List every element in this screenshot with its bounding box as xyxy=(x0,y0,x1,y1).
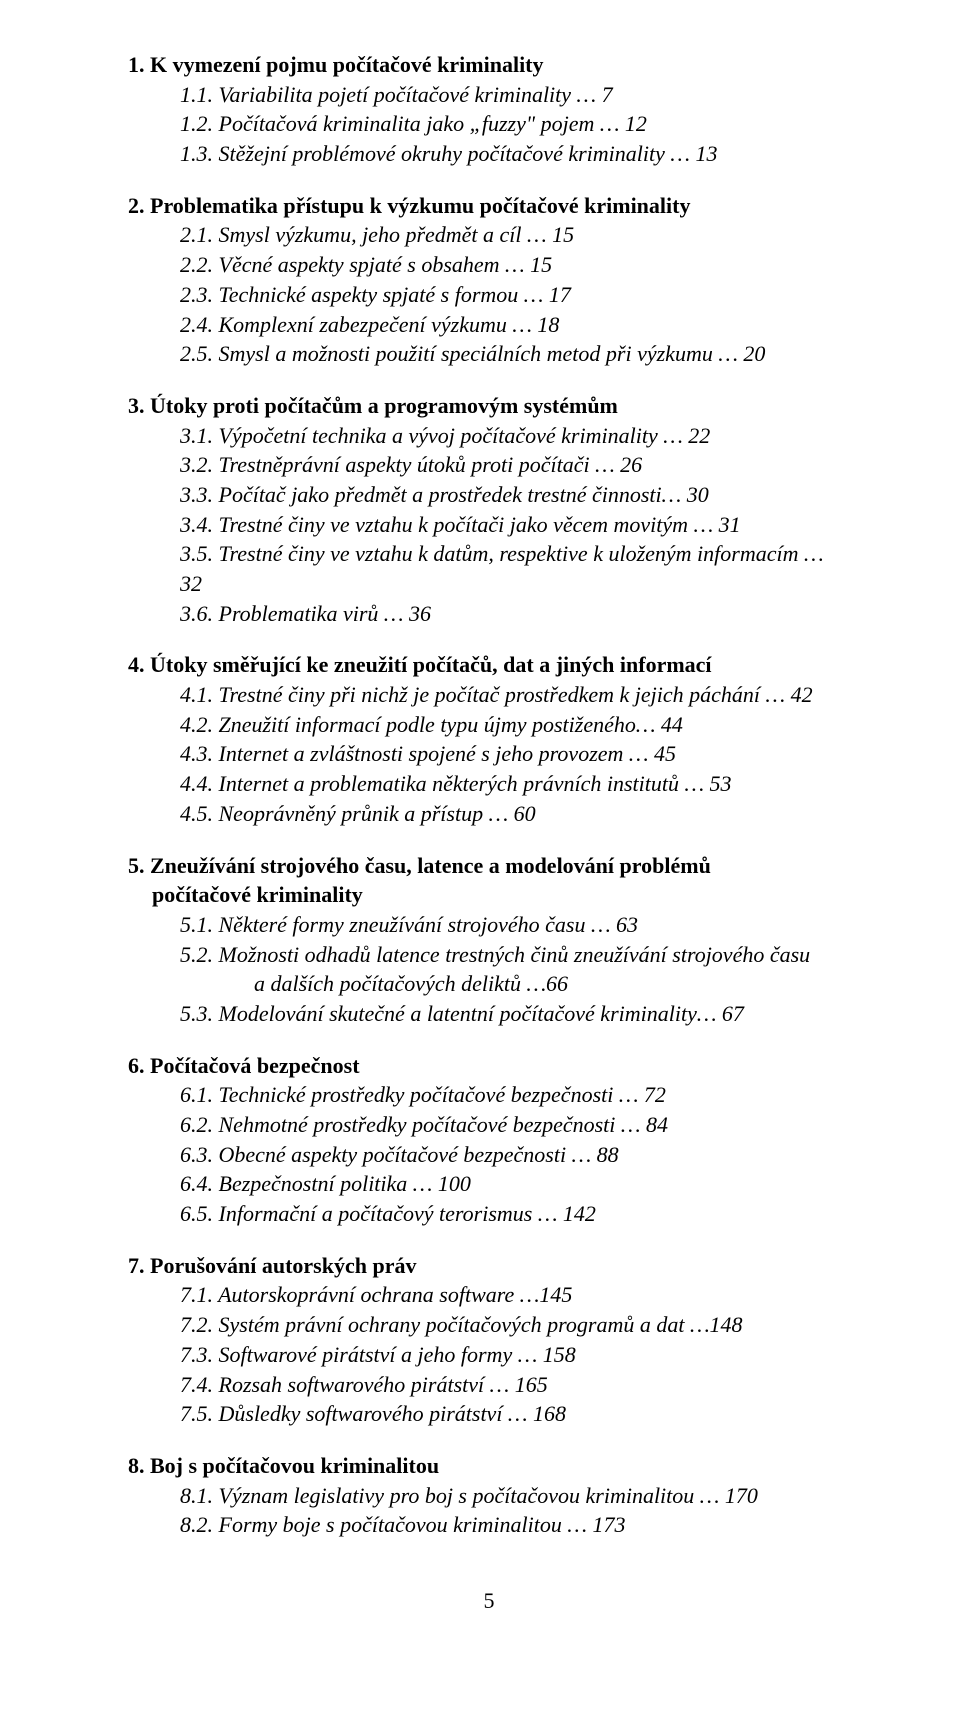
toc-section: 4. Útoky směřující ke zneužití počítačů,… xyxy=(128,650,850,828)
section-title-continuation: počítačové kriminality xyxy=(128,880,850,910)
toc-item: 4.3. Internet a zvláštnosti spojené s je… xyxy=(128,739,850,769)
toc-item: 4.5. Neoprávněný průnik a přístup … 60 xyxy=(128,799,850,829)
section-title: 1. K vymezení pojmu počítačové kriminali… xyxy=(128,50,850,80)
toc-item: 4.2. Zneužití informací podle typu újmy … xyxy=(128,710,850,740)
section-title: 8. Boj s počítačovou kriminalitou xyxy=(128,1451,850,1481)
toc-item-continuation: a dalších počítačových deliktů …66 xyxy=(128,969,850,999)
toc-section: 8. Boj s počítačovou kriminalitou8.1. Vý… xyxy=(128,1451,850,1540)
toc-item: 7.4. Rozsah softwarového pirátství … 165 xyxy=(128,1370,850,1400)
toc-item: 8.2. Formy boje s počítačovou kriminalit… xyxy=(128,1510,850,1540)
toc-item: 7.5. Důsledky softwarového pirátství … 1… xyxy=(128,1399,850,1429)
toc-item: 5.1. Některé formy zneužívání strojového… xyxy=(128,910,850,940)
section-title: 4. Útoky směřující ke zneužití počítačů,… xyxy=(128,650,850,680)
toc-section: 1. K vymezení pojmu počítačové kriminali… xyxy=(128,50,850,169)
toc-item: 5.2. Možnosti odhadů latence trestných č… xyxy=(128,940,850,970)
toc-item: 6.3. Obecné aspekty počítačové bezpečnos… xyxy=(128,1140,850,1170)
toc-item: 1.2. Počítačová kriminalita jako „fuzzy"… xyxy=(128,109,850,139)
toc-item: 2.5. Smysl a možnosti použití speciálníc… xyxy=(128,339,850,369)
toc-item: 1.1. Variabilita pojetí počítačové krimi… xyxy=(128,80,850,110)
toc-item: 2.2. Věcné aspekty spjaté s obsahem … 15 xyxy=(128,250,850,280)
toc-item: 7.3. Softwarové pirátství a jeho formy …… xyxy=(128,1340,850,1370)
page-number: 5 xyxy=(128,1588,850,1614)
toc-item: 6.2. Nehmotné prostředky počítačové bezp… xyxy=(128,1110,850,1140)
toc-item: 1.3. Stěžejní problémové okruhy počítačo… xyxy=(128,139,850,169)
toc-item: 4.1. Trestné činy při nichž je počítač p… xyxy=(128,680,850,710)
section-title: 3. Útoky proti počítačům a programovým s… xyxy=(128,391,850,421)
toc-item: 7.2. Systém právní ochrany počítačových … xyxy=(128,1310,850,1340)
toc-item: 3.2. Trestněprávní aspekty útoků proti p… xyxy=(128,450,850,480)
toc-item: 2.4. Komplexní zabezpečení výzkumu … 18 xyxy=(128,310,850,340)
toc-section: 3. Útoky proti počítačům a programovým s… xyxy=(128,391,850,629)
toc-item: 3.6. Problematika virů … 36 xyxy=(128,599,850,629)
toc-section: 2. Problematika přístupu k výzkumu počít… xyxy=(128,191,850,369)
toc-item: 6.5. Informační a počítačový terorismus … xyxy=(128,1199,850,1229)
toc-item: 6.4. Bezpečnostní politika … 100 xyxy=(128,1169,850,1199)
toc-section: 7. Porušování autorských práv7.1. Autors… xyxy=(128,1251,850,1429)
toc-item: 3.1. Výpočetní technika a vývoj počítačo… xyxy=(128,421,850,451)
toc-item: 6.1. Technické prostředky počítačové bez… xyxy=(128,1080,850,1110)
toc-item: 8.1. Význam legislativy pro boj s počíta… xyxy=(128,1481,850,1511)
toc-item: 4.4. Internet a problematika některých p… xyxy=(128,769,850,799)
toc-item: 2.1. Smysl výzkumu, jeho předmět a cíl …… xyxy=(128,220,850,250)
toc-item: 7.1. Autorskoprávní ochrana software …14… xyxy=(128,1280,850,1310)
section-title: 6. Počítačová bezpečnost xyxy=(128,1051,850,1081)
toc-section: 6. Počítačová bezpečnost6.1. Technické p… xyxy=(128,1051,850,1229)
toc-section: 5. Zneužívání strojového času, latence a… xyxy=(128,851,850,1029)
section-title: 2. Problematika přístupu k výzkumu počít… xyxy=(128,191,850,221)
toc-item: 5.3. Modelování skutečné a latentní počí… xyxy=(128,999,850,1029)
toc-item: 3.4. Trestné činy ve vztahu k počítači j… xyxy=(128,510,850,540)
section-title: 7. Porušování autorských práv xyxy=(128,1251,850,1281)
toc-item: 3.5. Trestné činy ve vztahu k datům, res… xyxy=(128,539,850,598)
toc-item: 2.3. Technické aspekty spjaté s formou …… xyxy=(128,280,850,310)
toc-item: 3.3. Počítač jako předmět a prostředek t… xyxy=(128,480,850,510)
section-title: 5. Zneužívání strojového času, latence a… xyxy=(128,851,850,881)
